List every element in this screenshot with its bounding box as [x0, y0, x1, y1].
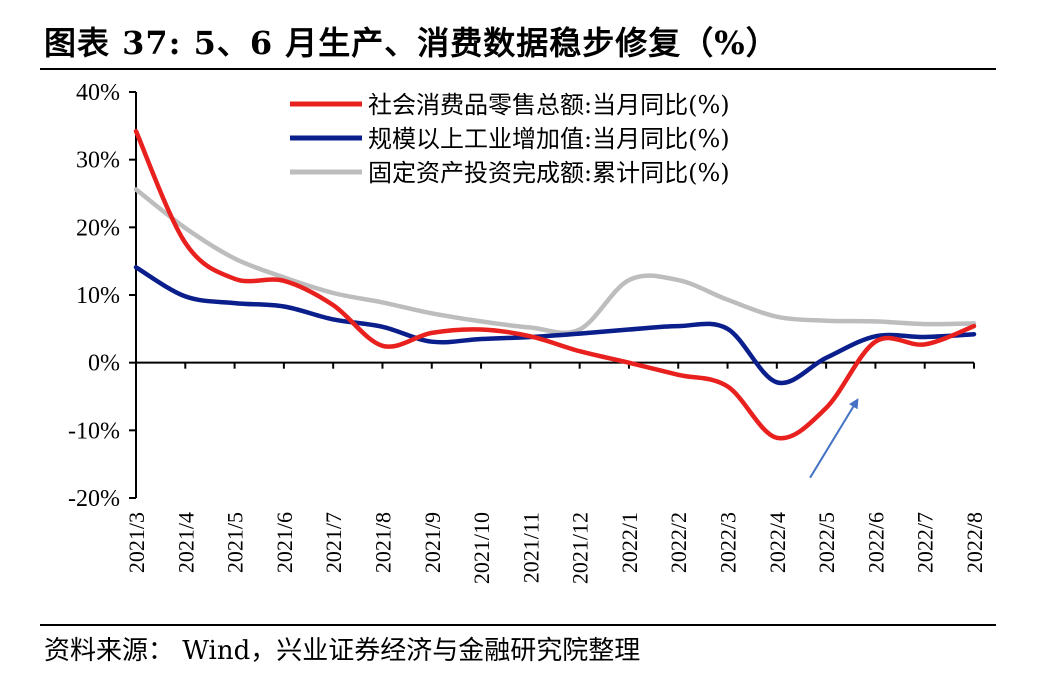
axes-group: -20% -10% 0% 10% 20% 30% 40% 2021/3 2021/4 2021/5… — [68, 80, 987, 584]
legend-label: 规模以上工业增加值:当月同比(%) — [368, 125, 730, 153]
y-tick-label: 10% — [76, 283, 120, 309]
source-note: 资料来源： Wind，兴业证券经济与金融研究院整理 — [44, 636, 641, 666]
x-tick-label: 2021/12 — [568, 512, 593, 584]
legend-label: 社会消费品零售总额:当月同比(%) — [368, 91, 730, 119]
series-line-1 — [133, 128, 977, 441]
series-line-2 — [133, 265, 977, 386]
x-tick-label: 2021/7 — [321, 512, 346, 573]
x-tick-label: 2021/6 — [272, 512, 297, 573]
y-tick-label: 0% — [88, 351, 120, 377]
x-tick-label: 2021/11 — [518, 512, 543, 583]
chart-title: 图表 37: 5、6 月生产、消费数据稳步修复（%） — [44, 24, 779, 62]
x-tick-label: 2022/5 — [814, 512, 839, 573]
x-tick-label: 2021/4 — [173, 512, 198, 573]
y-tick-label: -20% — [68, 486, 120, 512]
x-tick-label: 2022/8 — [962, 512, 987, 573]
annotation-layer — [809, 398, 859, 479]
x-tick-label: 2022/4 — [765, 512, 790, 573]
x-tick-label: 2021/10 — [469, 512, 494, 584]
x-tick-label: 2022/6 — [863, 512, 888, 573]
y-tick-label: 30% — [76, 148, 120, 174]
series-line-3 — [133, 187, 977, 335]
y-tick-label: 20% — [76, 215, 120, 241]
legend-label: 固定资产投资完成额:累计同比(%) — [368, 159, 730, 187]
x-tick-label: 2021/5 — [223, 512, 248, 573]
x-tick-label: 2022/7 — [913, 512, 938, 573]
x-tick-label: 2022/2 — [666, 512, 691, 573]
trend-arrow — [809, 398, 859, 479]
x-tick-label: 2021/8 — [370, 512, 395, 573]
title-rule — [40, 68, 996, 70]
y-tick-label: 40% — [76, 80, 120, 106]
source-rule — [40, 624, 996, 626]
x-tick-label: 2021/9 — [420, 512, 445, 573]
legend: 社会消费品零售总额:当月同比(%) 规模以上工业增加值:当月同比(%) 固定资产投资… — [290, 91, 730, 187]
y-tick-label: -10% — [68, 418, 120, 444]
x-tick-label: 2022/3 — [716, 512, 741, 573]
x-tick-label: 2021/3 — [124, 512, 149, 573]
x-tick-label: 2022/1 — [617, 512, 642, 573]
series-layer — [133, 128, 977, 441]
